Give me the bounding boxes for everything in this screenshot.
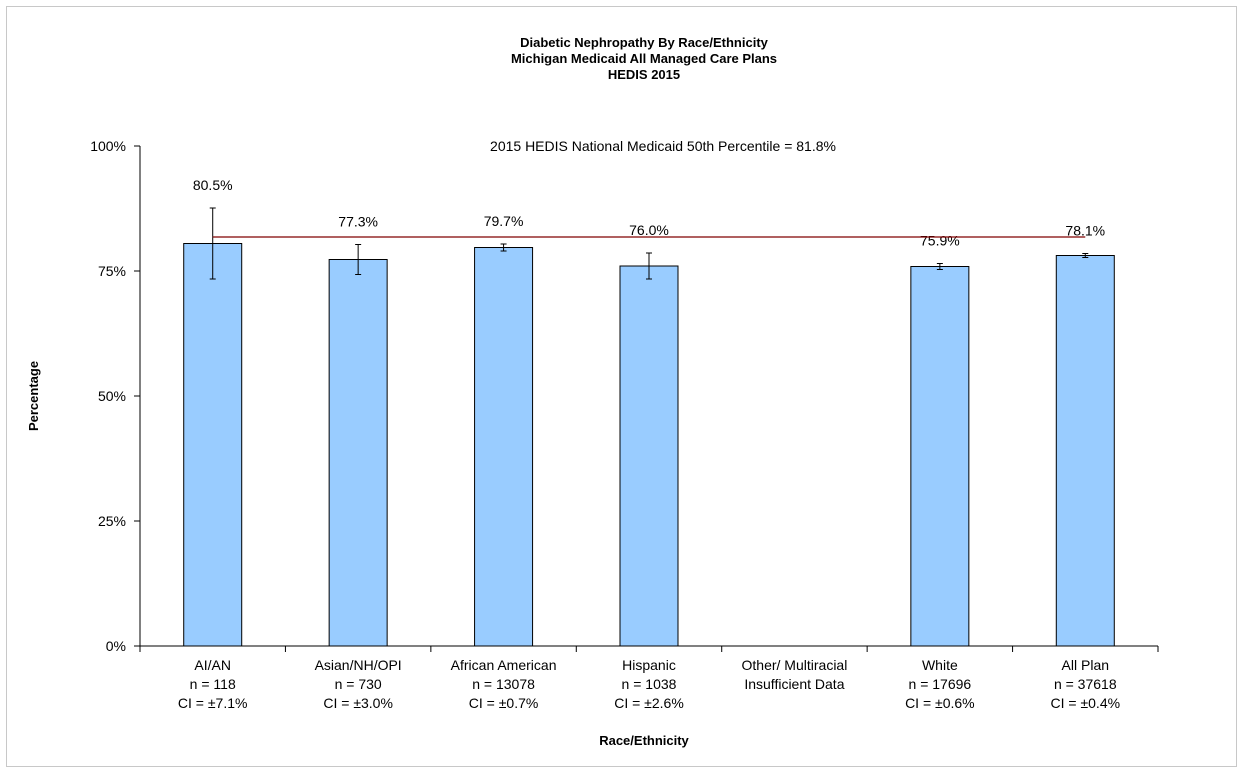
category-label: African American <box>451 657 557 673</box>
category-n-label: n = 17696 <box>909 676 972 692</box>
category-ci-label: CI = ±2.6% <box>614 695 684 711</box>
bar <box>619 265 679 647</box>
reference-line-label: 2015 HEDIS National Medicaid 50th Percen… <box>490 138 836 154</box>
bar <box>183 243 243 647</box>
category-n-label: Insufficient Data <box>744 676 844 692</box>
category-n-label: n = 118 <box>190 676 236 692</box>
y-tick-label: 100% <box>90 138 126 154</box>
data-label: 77.3% <box>338 214 378 230</box>
chart-title-line-2: Michigan Medicaid All Managed Care Plans <box>511 51 777 66</box>
category-ci-label: CI = ±0.6% <box>905 695 975 711</box>
plot-area: 0% 25% 50% 75% 100% 80.5% AI/AN n = 118 CI = ±7.… <box>90 138 1159 711</box>
category-n-label: n = 13078 <box>472 676 535 692</box>
bar <box>1055 255 1115 647</box>
category-ci-label: CI = ±3.0% <box>323 695 393 711</box>
category-label: AI/AN <box>194 657 231 673</box>
chart-title-line-1: Diabetic Nephropathy By Race/Ethnicity <box>520 35 769 50</box>
x-axis-title: Race/Ethnicity <box>599 733 689 748</box>
y-tick-label: 0% <box>106 638 126 654</box>
category-label: Hispanic <box>622 657 676 673</box>
data-label: 78.1% <box>1065 223 1105 239</box>
category-label: Other/ Multiracial <box>742 657 848 673</box>
data-label: 75.9% <box>920 233 960 249</box>
chart-title-line-3: HEDIS 2015 <box>608 67 680 82</box>
bar <box>474 247 534 647</box>
y-tick-label: 75% <box>98 263 126 279</box>
y-axis-title: Percentage <box>26 361 41 431</box>
category-label: Asian/NH/OPI <box>315 657 402 673</box>
data-label: 79.7% <box>484 213 524 229</box>
category-n-label: n = 1038 <box>622 676 677 692</box>
category-ci-label: CI = ±0.4% <box>1051 695 1121 711</box>
data-label: 76.0% <box>629 222 669 238</box>
category-label: All Plan <box>1062 657 1109 673</box>
data-label: 80.5% <box>193 177 233 193</box>
bar <box>910 266 970 647</box>
category-label: White <box>922 657 958 673</box>
category-ci-label: CI = ±0.7% <box>469 695 539 711</box>
y-tick-label: 50% <box>98 388 126 404</box>
category-n-label: n = 730 <box>335 676 382 692</box>
bar <box>328 259 388 647</box>
y-tick-label: 25% <box>98 513 126 529</box>
category-ci-label: CI = ±7.1% <box>178 695 248 711</box>
category-n-label: n = 37618 <box>1054 676 1117 692</box>
